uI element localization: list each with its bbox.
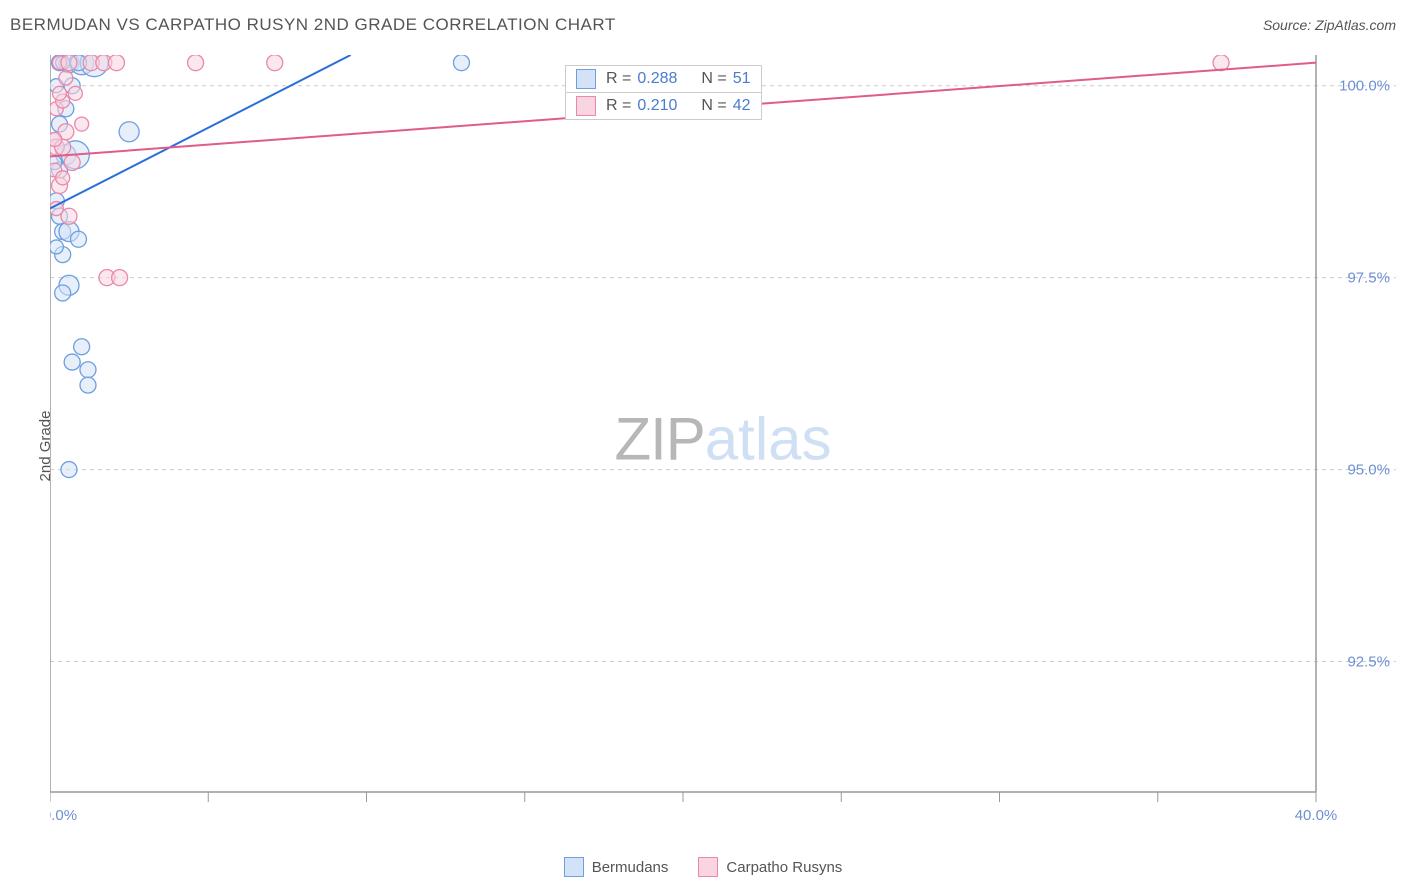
stat-r-value: 0.288 (637, 70, 677, 88)
stat-n-value: 51 (733, 70, 751, 88)
legend-swatch-icon (564, 857, 584, 877)
svg-text:92.5%: 92.5% (1347, 653, 1390, 670)
svg-text:100.0%: 100.0% (1339, 78, 1390, 95)
legend-item: Bermudans (564, 857, 669, 877)
chart-source: Source: ZipAtlas.com (1263, 17, 1396, 33)
svg-text:95.0%: 95.0% (1347, 462, 1390, 479)
svg-text:40.0%: 40.0% (1295, 807, 1338, 822)
chart-title: BERMUDAN VS CARPATHO RUSYN 2ND GRADE COR… (10, 15, 616, 35)
legend-swatch-icon (576, 96, 596, 116)
stat-r-value: 0.210 (637, 97, 677, 115)
legend-label: Carpatho Rusyns (726, 859, 842, 876)
legend-swatch-icon (698, 857, 718, 877)
svg-text:0.0%: 0.0% (50, 807, 77, 822)
legend-swatch-icon (576, 69, 596, 89)
stat-n-label: N = (701, 70, 726, 88)
scatter-chart: 92.5% 95.0% 97.5% 100.0% 0.0% 40.0% (50, 55, 1396, 822)
plot-area: 92.5%95.0%97.5%100.0%0.0%40.0% ZIPatlas (50, 55, 1396, 822)
stat-r-label: R = (606, 70, 631, 88)
stats-legend-box: R = 0.288 N = 51 R = 0.210 N = 42 (565, 65, 762, 119)
stat-r-label: R = (606, 97, 631, 115)
stats-row: R = 0.288 N = 51 (565, 65, 762, 93)
stat-n-label: N = (701, 97, 726, 115)
bottom-legend: Bermudans Carpatho Rusyns (0, 857, 1406, 877)
stats-row: R = 0.210 N = 42 (565, 92, 762, 120)
legend-item: Carpatho Rusyns (698, 857, 842, 877)
legend-label: Bermudans (592, 859, 669, 876)
stat-n-value: 42 (733, 97, 751, 115)
svg-text:97.5%: 97.5% (1347, 270, 1390, 287)
